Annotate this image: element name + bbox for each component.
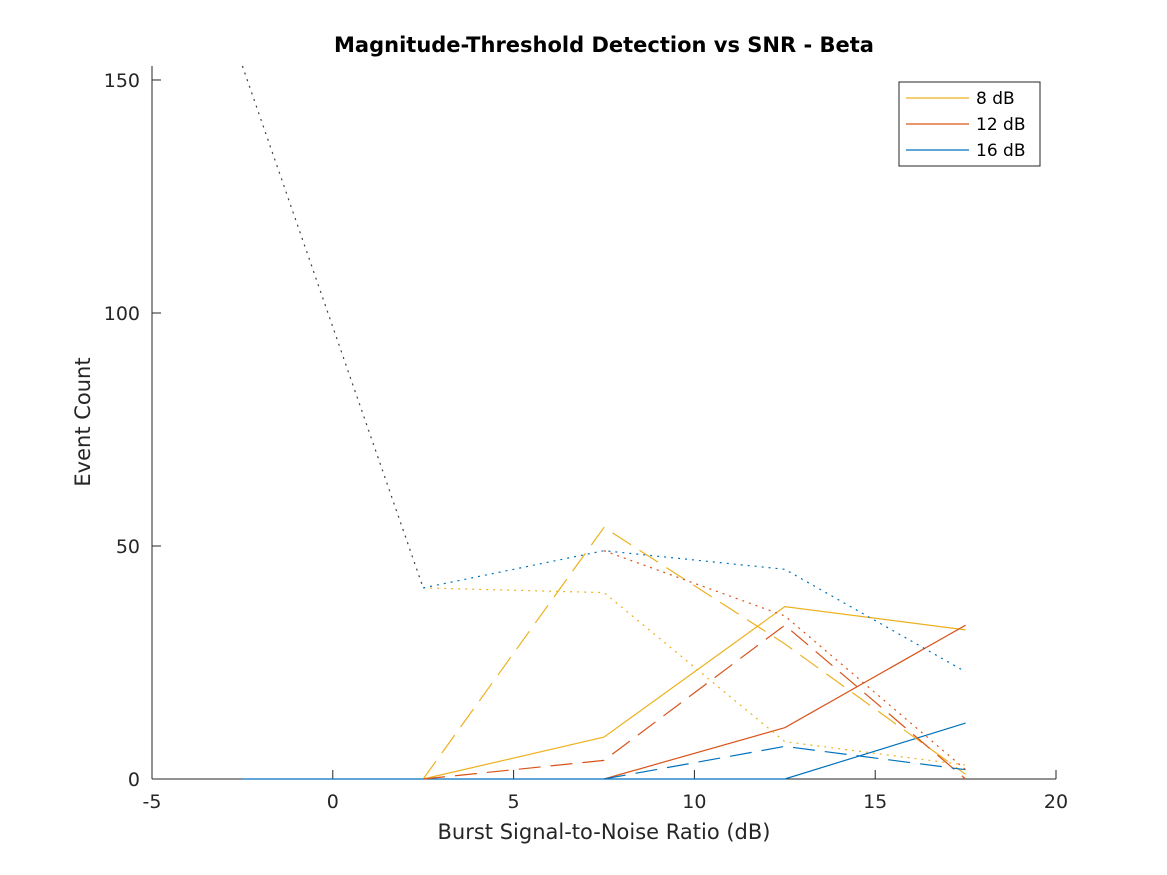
- x-tick-label: 10: [682, 791, 706, 813]
- x-tick-label: 20: [1044, 791, 1068, 813]
- x-axis-label: Burst Signal-to-Noise Ratio (dB): [438, 820, 771, 844]
- series-16-db-dashed-line: [603, 745, 966, 780]
- legend-label-8-db: 8 dB: [976, 89, 1015, 109]
- legend-label-12-db: 12 dB: [976, 115, 1026, 135]
- x-tick-label: 5: [508, 791, 520, 813]
- series-12-db-solid-line: [603, 624, 966, 780]
- x-ticks: -5 0 5 10 15 20: [143, 770, 1068, 813]
- y-axis-label: Event Count: [71, 357, 95, 486]
- y-tick-label: 0: [128, 769, 140, 791]
- y-tick-label: 100: [104, 303, 140, 325]
- series-group: [241, 65, 966, 780]
- series-8-db-dashed-line: [422, 526, 966, 780]
- series-12-db-dashed-line: [423, 624, 966, 780]
- x-tick-label: 0: [327, 791, 339, 813]
- series-reference-dotted-line: [241, 65, 424, 589]
- y-tick-label: 150: [104, 70, 140, 92]
- legend: 8 dB 12 dB 16 dB: [898, 81, 1041, 167]
- series-16-db-solid-line: [242, 722, 966, 780]
- x-tick-label: -5: [143, 791, 162, 813]
- y-tick-label: 50: [116, 536, 140, 558]
- series-12-db-dotted-line: [603, 550, 966, 771]
- y-ticks: 0 50 100 150: [104, 70, 161, 791]
- series-16-db-dotted-line: [423, 550, 966, 673]
- chart-title: Magnitude-Threshold Detection vs SNR - B…: [334, 33, 874, 57]
- legend-label-16-db: 16 dB: [976, 141, 1026, 161]
- x-tick-label: 15: [863, 791, 887, 813]
- series-8-db-solid-line: [423, 605, 966, 780]
